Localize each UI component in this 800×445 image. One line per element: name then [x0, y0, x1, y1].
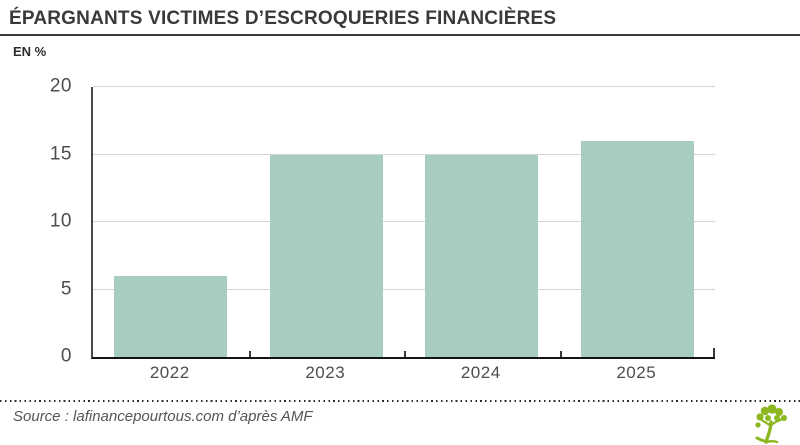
x-axis-labels: 2022 2023 2024 2025 — [92, 363, 714, 385]
title-bar: ÉPARGNANTS VICTIMES D’ESCROQUERIES FINAN… — [0, 0, 800, 36]
gridline-5 — [93, 288, 715, 290]
bar-chart: 0 5 10 15 20 2022 2023 2024 2025 — [0, 76, 715, 385]
x-tick-label-2023: 2023 — [305, 363, 346, 382]
source-text: Source : lafinancepourtous.com d’après A… — [13, 408, 313, 425]
tree-icon — [750, 401, 794, 445]
x-axis-tick — [248, 351, 251, 357]
x-axis-tick — [404, 351, 406, 357]
x-tick-label-2022: 2022 — [149, 363, 190, 382]
gridline-20 — [93, 86, 715, 87]
plot-area — [91, 86, 715, 359]
bar-2025 — [580, 141, 694, 357]
bar-2023 — [269, 154, 383, 357]
y-axis-labels: 0 5 10 15 20 — [0, 76, 81, 367]
x-axis-tick — [559, 351, 562, 357]
gridline-15 — [93, 153, 715, 155]
bar-2022 — [114, 276, 228, 357]
x-tick-label-2024: 2024 — [460, 363, 501, 382]
bar-2024 — [425, 154, 539, 357]
page-title: ÉPARGNANTS VICTIMES D’ESCROQUERIES FINAN… — [9, 8, 557, 29]
y-axis-unit-label: EN % — [13, 44, 47, 59]
gridline-10 — [93, 221, 715, 222]
tree-icon-svg — [755, 404, 787, 444]
x-axis-end-tick — [713, 348, 715, 357]
x-tick-label-2025: 2025 — [616, 363, 657, 382]
y-tick-label-20: 20 — [49, 75, 72, 97]
y-tick-label-0: 0 — [60, 345, 72, 367]
y-tick-label-5: 5 — [60, 278, 72, 300]
dotted-separator — [0, 400, 800, 402]
y-tick-label-10: 10 — [49, 210, 72, 232]
y-tick-label-15: 15 — [49, 143, 72, 165]
